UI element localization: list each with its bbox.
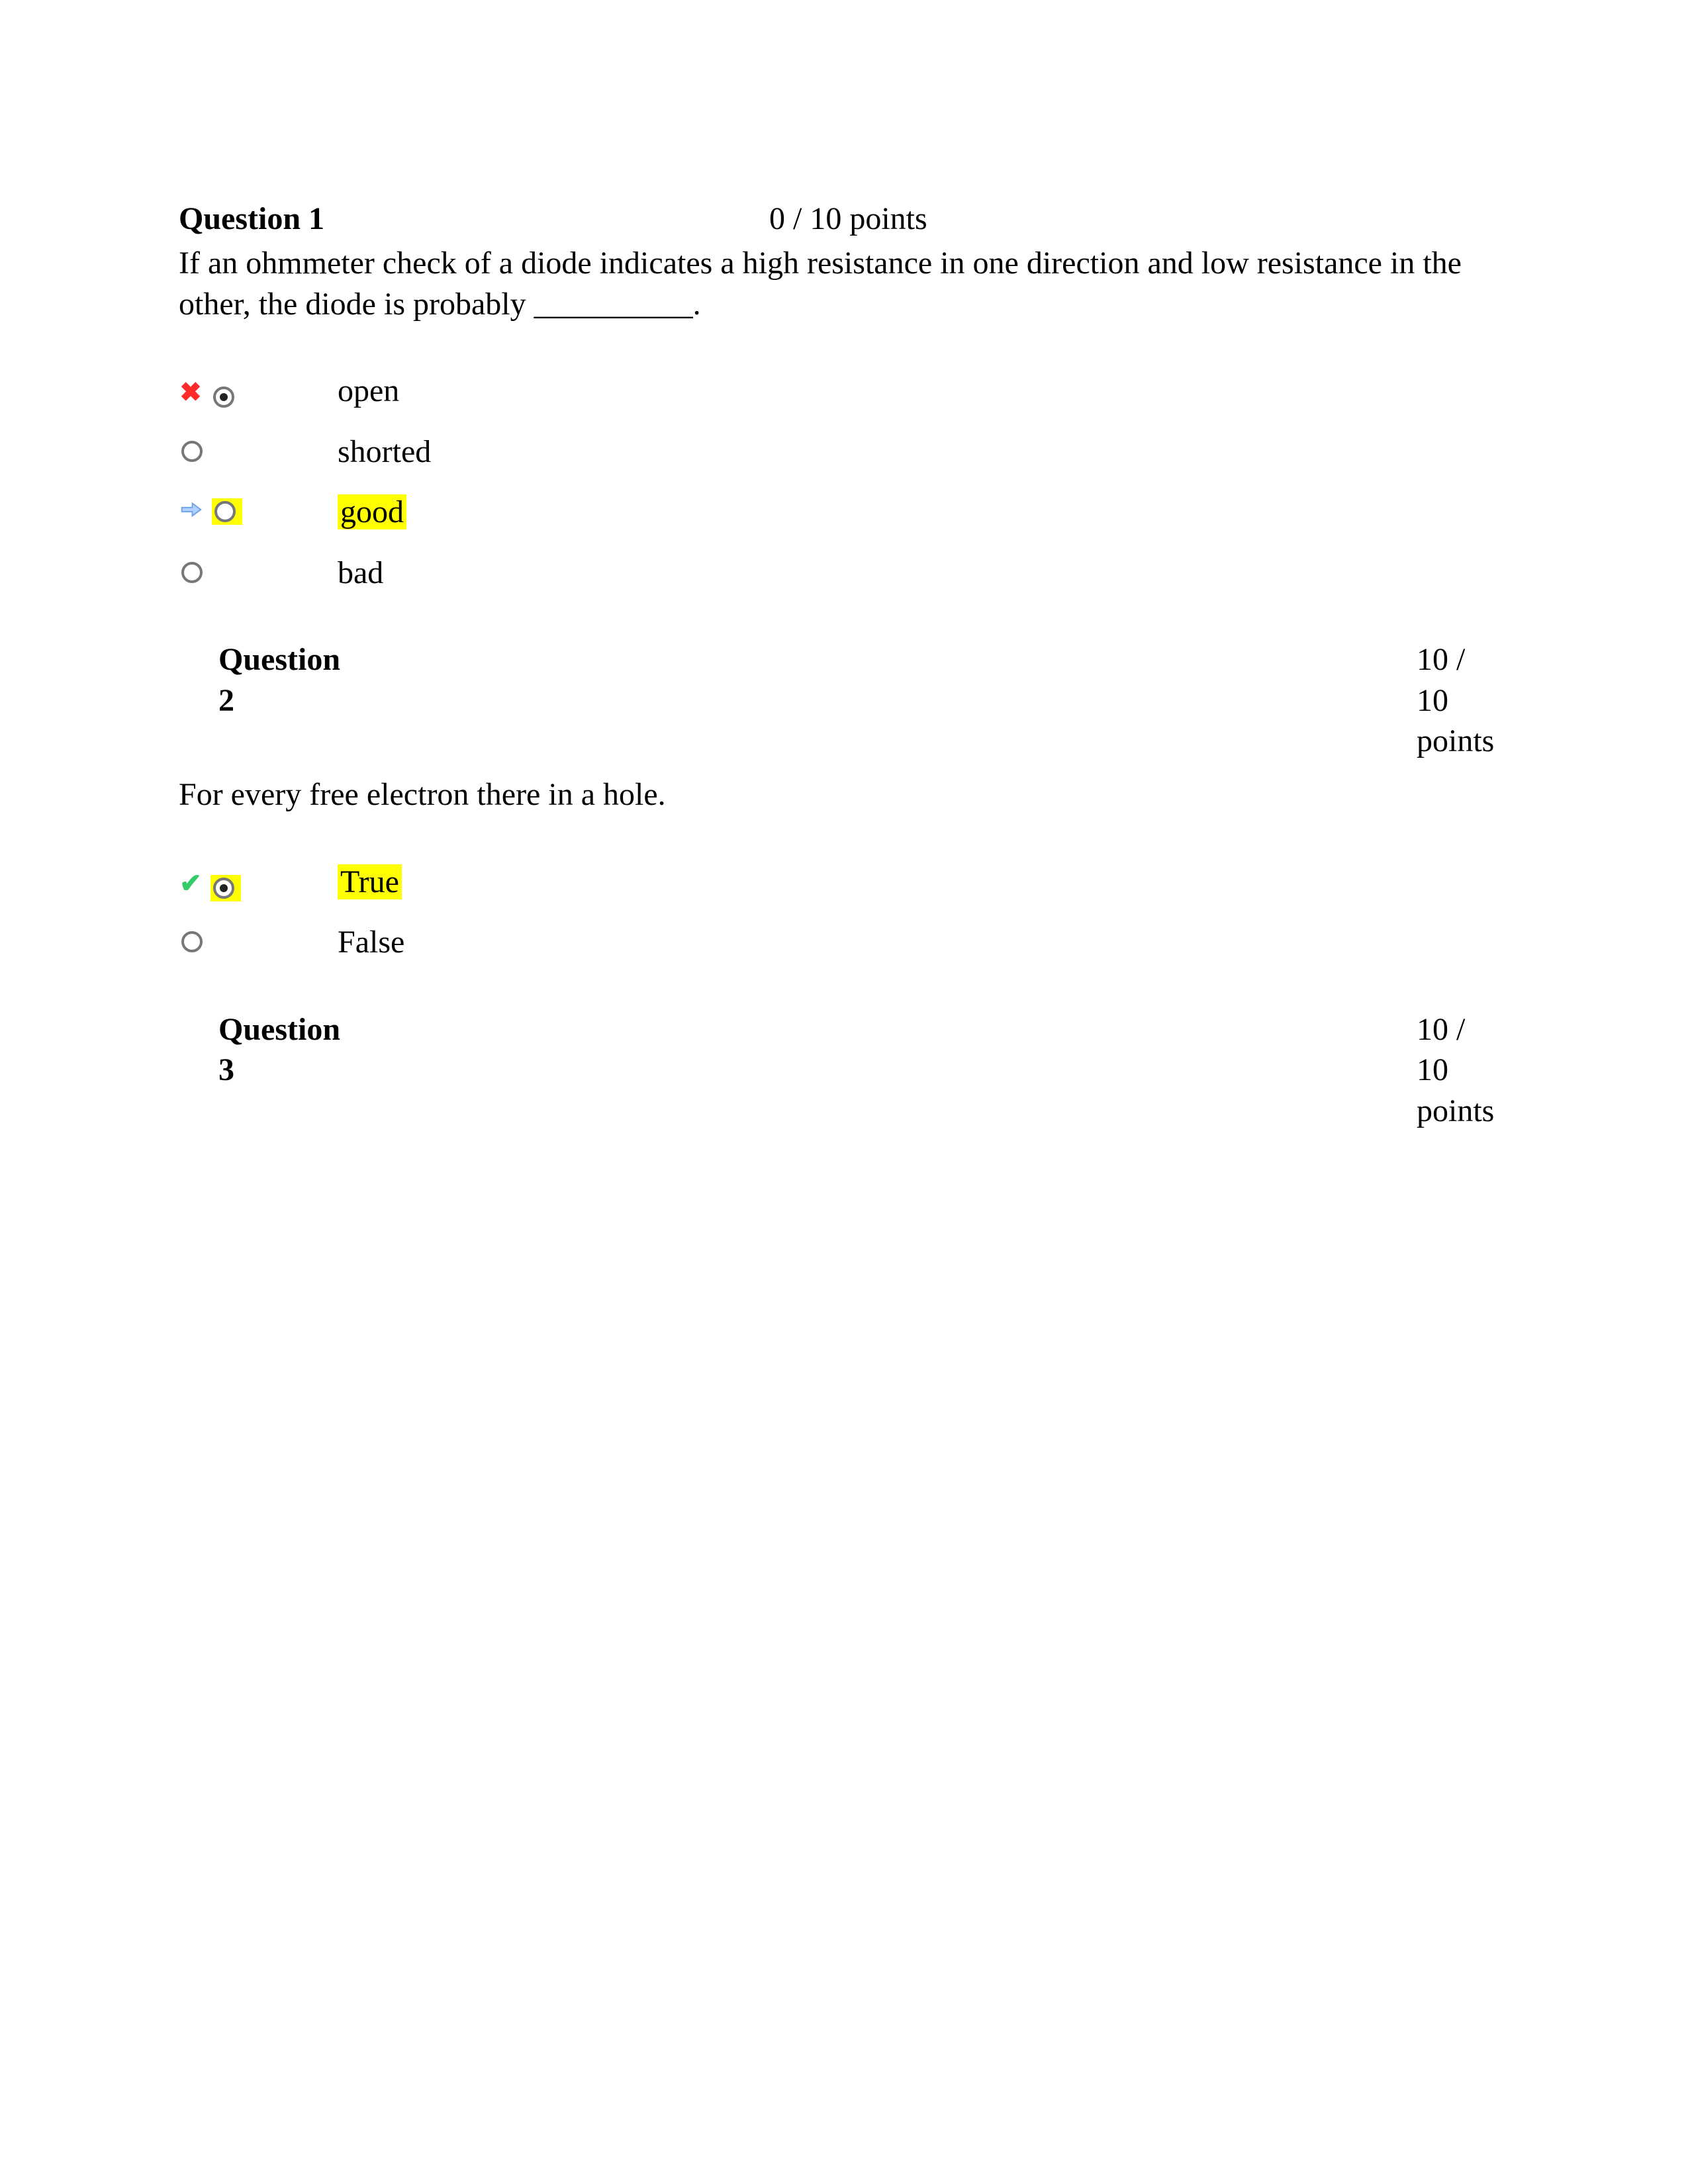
- correct-icon: ✔: [179, 866, 203, 900]
- radio-wrap: [211, 384, 241, 410]
- radio-wrap: [179, 559, 209, 586]
- score-line-2: 10: [1417, 1050, 1509, 1090]
- question-2-options: ✔ True False: [179, 842, 404, 983]
- radio-button[interactable]: [181, 931, 203, 952]
- option-marker-cell: [179, 922, 338, 962]
- question-1-prompt: If an ohmmeter check of a diode indicate…: [179, 243, 1509, 324]
- question-2-title: Question 2: [179, 639, 391, 721]
- radio-button[interactable]: [213, 878, 234, 899]
- option-label: shorted: [338, 434, 431, 469]
- option-row: ✔ True: [179, 862, 404, 902]
- radio-button[interactable]: [181, 441, 203, 462]
- option-label-cell: open: [338, 371, 431, 411]
- radio-button[interactable]: [181, 562, 203, 583]
- option-marker-cell: ✔: [179, 862, 338, 902]
- question-2-header: Question 2 10 / 10 points: [179, 639, 1509, 761]
- radio-wrap: [211, 875, 241, 901]
- option-marker-cell: [179, 553, 338, 593]
- score-line-1: 10 /: [1417, 639, 1509, 680]
- question-title-number: 3: [218, 1050, 391, 1090]
- question-1-title: Question 1: [179, 199, 761, 239]
- option-label-cell: good: [338, 492, 431, 532]
- question-1-options: ✖ open shorted: [179, 351, 431, 613]
- option-label-cell: bad: [338, 553, 431, 593]
- question-3-score: 10 / 10 points: [1417, 1009, 1509, 1131]
- option-label-cell: shorted: [338, 432, 431, 472]
- option-label: False: [338, 925, 404, 960]
- option-marker-cell: ✖: [179, 371, 338, 411]
- question-title-word: Question: [218, 639, 391, 680]
- wrong-icon: ✖: [179, 375, 203, 409]
- option-row: ✖ open: [179, 371, 431, 411]
- option-row: good: [179, 492, 431, 532]
- question-2-prompt: For every free electron there in a hole.: [179, 774, 1509, 815]
- correct-answer-arrow-icon: [179, 497, 204, 522]
- option-row: False: [179, 922, 404, 962]
- option-label: bad: [338, 555, 383, 590]
- option-row: bad: [179, 553, 431, 593]
- option-row: shorted: [179, 432, 431, 472]
- quiz-page: Question 1 0 / 10 points If an ohmmeter …: [0, 0, 1688, 2184]
- score-line-3: points: [1417, 1091, 1509, 1131]
- radio-wrap: [179, 438, 209, 465]
- question-title-number: 2: [218, 680, 391, 721]
- question-3-title: Question 3: [179, 1009, 391, 1091]
- option-marker-cell: [179, 492, 338, 532]
- option-label: True: [338, 864, 402, 899]
- option-label: open: [338, 373, 399, 408]
- score-line-1: 10 /: [1417, 1009, 1509, 1050]
- question-3-header: Question 3 10 / 10 points: [179, 1009, 1509, 1131]
- question-1-score: 0 / 10 points: [769, 199, 927, 239]
- question-title-word: Question: [218, 1009, 391, 1050]
- option-label-cell: False: [338, 922, 404, 962]
- radio-button[interactable]: [213, 387, 234, 408]
- option-marker-cell: [179, 432, 338, 472]
- radio-wrap: [179, 929, 209, 955]
- question-1-header: Question 1 0 / 10 points: [179, 199, 1509, 239]
- score-line-3: points: [1417, 721, 1509, 761]
- radio-wrap: [212, 498, 242, 525]
- question-2-score: 10 / 10 points: [1417, 639, 1509, 761]
- score-line-2: 10: [1417, 680, 1509, 721]
- option-label-cell: True: [338, 862, 404, 902]
- option-label: good: [338, 494, 406, 529]
- radio-button[interactable]: [214, 501, 236, 522]
